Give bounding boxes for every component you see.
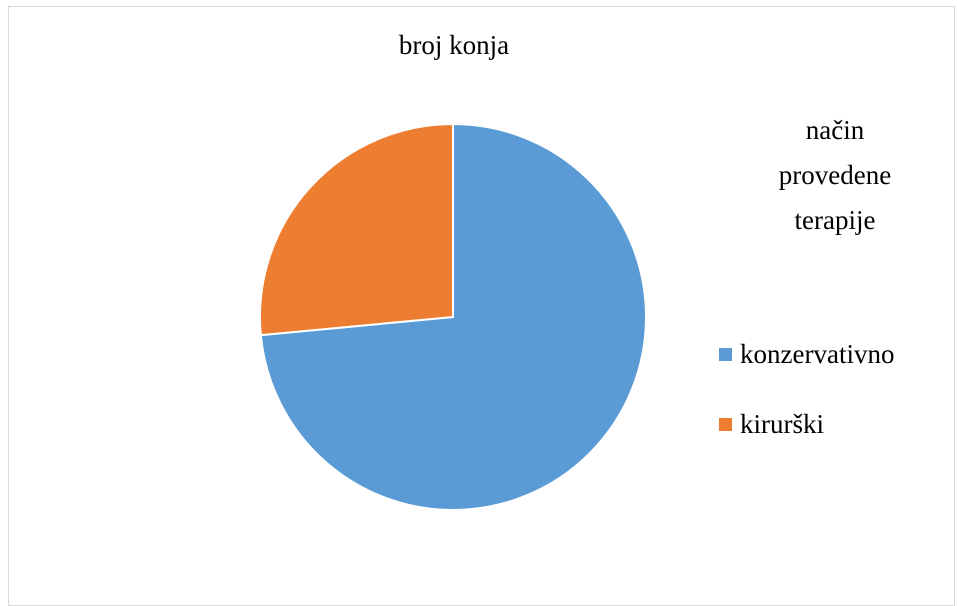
pie-slice-kirurski [259,123,454,337]
chart-title: broj konja [398,30,510,60]
legend-item-kirurski: kirurški [719,409,824,439]
legend-swatch-konzervativno [719,347,732,361]
legend-item-konzervativno: konzervativno [719,339,894,369]
legend-title-line-3: terapije [794,205,876,235]
pie-chart [259,123,647,511]
legend-title: način provedene terapije [720,108,950,243]
legend-swatch-kirurski [719,417,732,431]
legend-title-line-1: način [805,115,865,145]
legend-title-line-2: provedene [778,160,892,190]
legend-label-konzervativno: konzervativno [740,338,895,369]
legend-label-kirurski: kirurški [740,408,824,439]
